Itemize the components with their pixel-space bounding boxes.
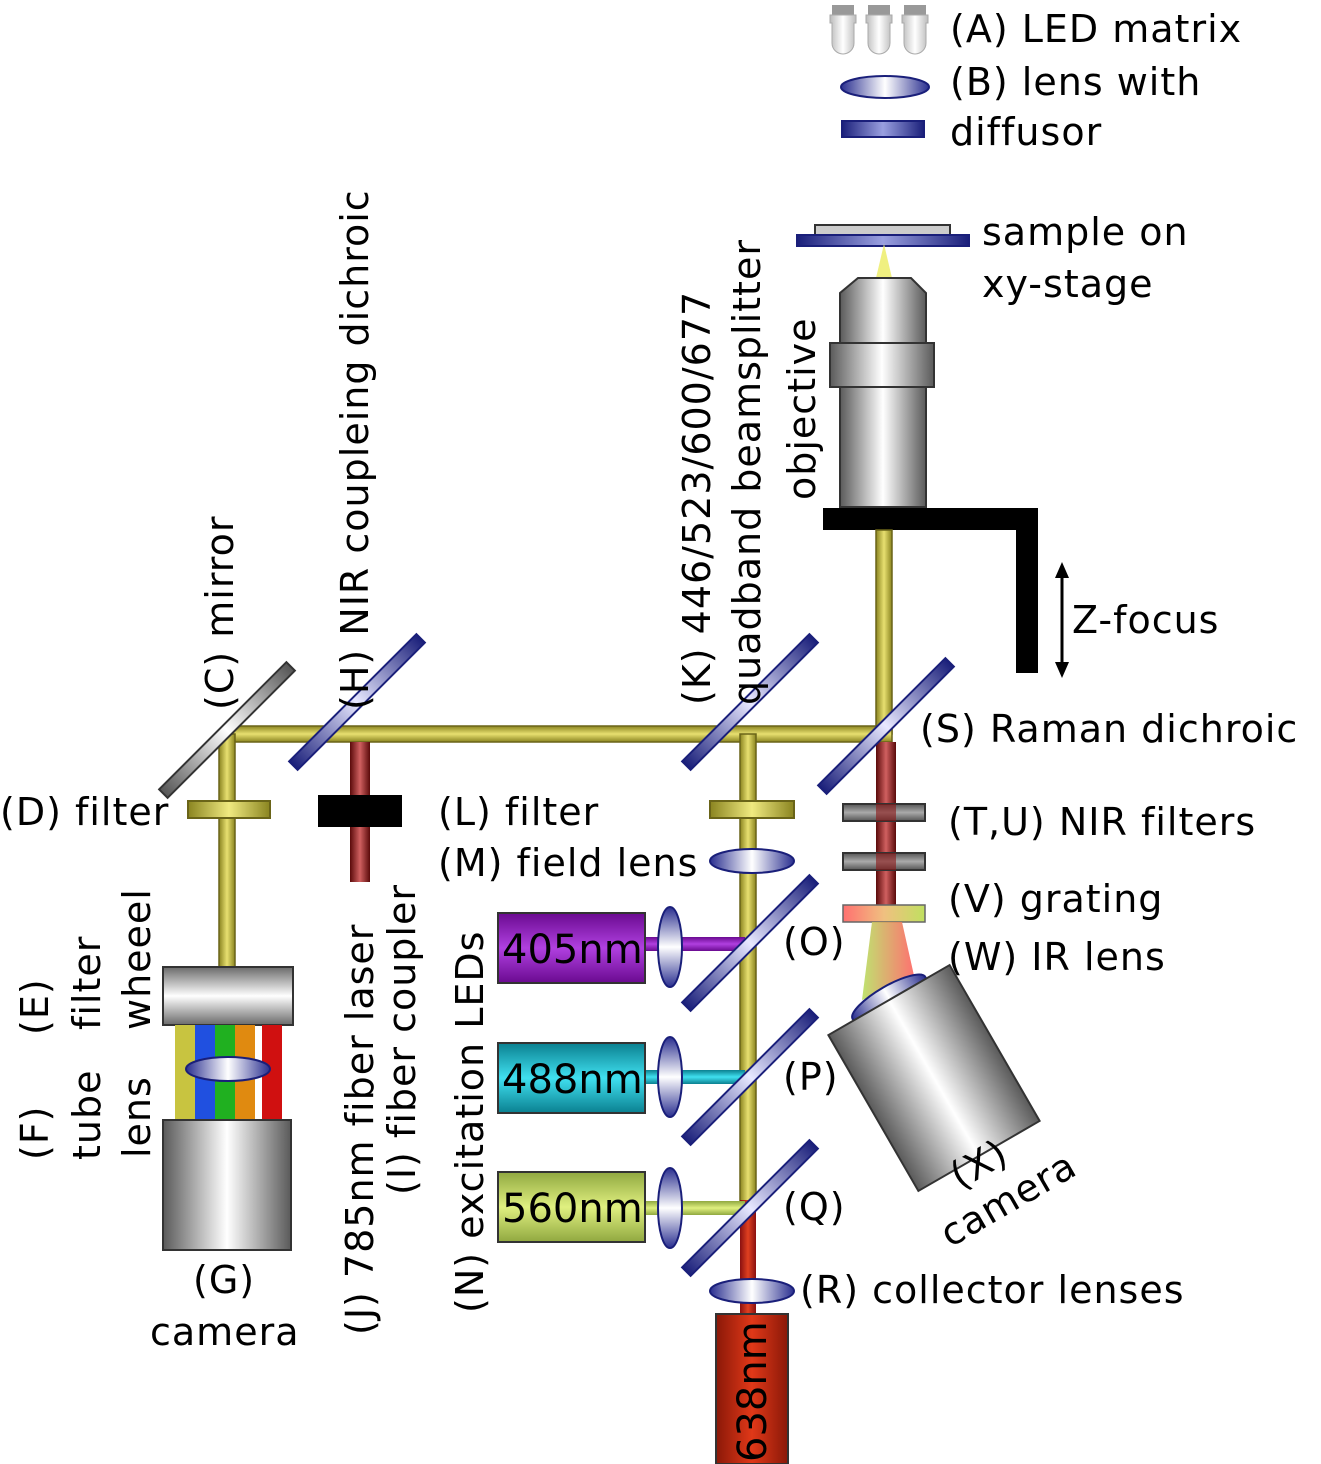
led-matrix-icon — [829, 5, 929, 55]
dichroic-q-label: (Q) — [783, 1185, 846, 1229]
filter-wheel — [162, 966, 294, 1026]
objective-icon — [829, 277, 935, 508]
collector-lens — [709, 1278, 795, 1304]
tube-lens-label-3: lens — [115, 1076, 159, 1158]
dichroic-p-label: (P) — [783, 1055, 839, 1099]
beam-left-down — [218, 733, 236, 971]
z-focus-label: Z-focus — [1072, 598, 1219, 642]
nir-dichroic-label: (H) NIR coupleing dichroic — [333, 189, 377, 710]
field-lens — [709, 848, 795, 874]
dichroic-o — [680, 873, 820, 1013]
tube-lens — [185, 1056, 271, 1082]
led-638-label: 638nm — [730, 1321, 776, 1462]
z-focus-arrow-icon — [1055, 562, 1069, 678]
quadband-label-2: quadband beamsplitter — [725, 239, 769, 705]
tube-lens-label-2: tube — [65, 1070, 109, 1160]
sample-label-1: sample on — [982, 210, 1189, 254]
objective-label: objective — [780, 317, 824, 500]
grating-v — [842, 904, 926, 923]
focus-cone — [876, 244, 892, 278]
dichroic-p — [680, 1007, 820, 1147]
dichroic-q — [680, 1138, 820, 1278]
sample-label-2: xy-stage — [982, 262, 1154, 306]
led-638-body — [715, 1313, 789, 1464]
ir-lens-label: (W) IR lens — [948, 935, 1166, 979]
camera-x — [827, 963, 1041, 1193]
collector-label: (R) collector lenses — [800, 1268, 1185, 1312]
led-405-label: 405nm — [502, 927, 643, 973]
xy-stage — [796, 234, 970, 247]
beamsplitter-k — [680, 632, 820, 772]
camera-g-label-2: camera — [150, 1310, 299, 1354]
excitation-leds-label: (N) excitation LEDs — [448, 931, 492, 1313]
nir-beam-overlay-t — [876, 804, 896, 821]
fiber-coupler-label: (I) fiber coupler — [380, 884, 424, 1195]
legend-lens-icon — [840, 75, 930, 99]
filter-d — [187, 800, 271, 819]
dichroic-o-label: (O) — [783, 920, 846, 964]
beam-objective-down — [875, 529, 893, 735]
legend-diffusor: diffusor — [950, 110, 1102, 154]
dichroic-s — [816, 656, 956, 796]
filter-wheel-label-3: wheeel — [115, 888, 159, 1030]
fiber-coupler — [318, 795, 402, 827]
led-488-body — [497, 1042, 646, 1114]
mirror-label: (C) mirror — [198, 516, 242, 710]
filter-wheel-label-1: (E) — [13, 978, 57, 1035]
filter-l — [709, 800, 795, 819]
sample-slide — [814, 224, 951, 236]
fiber-laser-label: (J) 785nm fiber laser — [338, 924, 382, 1335]
nir-filters-label: (T,U) NIR filters — [948, 800, 1256, 844]
z-focus-bracket — [823, 508, 1038, 673]
nir-beam-overlay-u — [876, 853, 896, 870]
legend-led-matrix: (A) LED matrix — [950, 7, 1242, 51]
camera-g — [162, 1119, 292, 1251]
dichroic-h — [287, 632, 427, 772]
legend-diffusor-icon — [841, 120, 925, 138]
grating-label: (V) grating — [948, 877, 1163, 921]
mirror-c — [157, 660, 297, 800]
raman-dichroic-label: (S) Raman dichroic — [920, 707, 1298, 751]
quadband-label-1: (K) 446/523/600/677 — [675, 291, 719, 705]
led-405-lens — [657, 906, 683, 988]
led-405-body — [497, 912, 646, 984]
led-488-lens — [657, 1036, 683, 1118]
legend-lens-with: (B) lens with — [950, 60, 1201, 104]
filter-d-label: (D) filter — [0, 790, 169, 834]
field-lens-label: (M) field lens — [438, 841, 698, 885]
beam-nir-raman — [876, 742, 896, 908]
led-560-body — [497, 1171, 646, 1243]
camera-g-label-1: (G) — [193, 1258, 255, 1302]
tube-lens-label-1: (F) — [13, 1105, 57, 1160]
led-560-lens — [657, 1167, 683, 1249]
led-560-label: 560nm — [502, 1186, 643, 1232]
led-488-label: 488nm — [502, 1057, 643, 1103]
filter-l-label: (L) filter — [438, 790, 599, 834]
filter-wheel-label-2: filter — [65, 936, 109, 1030]
